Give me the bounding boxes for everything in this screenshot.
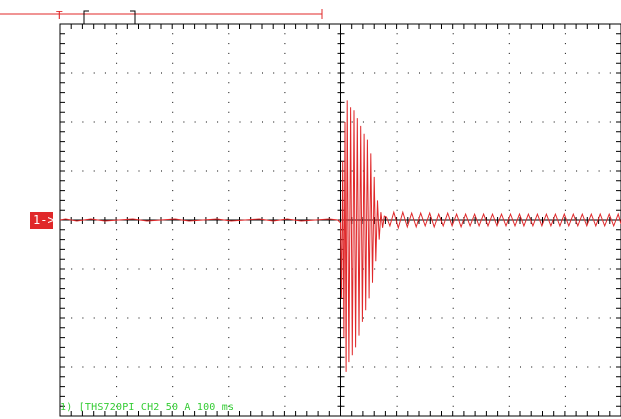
status-readout: 1) [THS720PI CH2 50 A 100 ms	[60, 402, 235, 413]
channel-marker-background	[30, 212, 53, 229]
channel-1-ground-marker[interactable]: 1->	[33, 213, 55, 227]
trace-ch2	[59, 100, 621, 372]
view-window-bracket-left	[83, 10, 89, 25]
view-window-bracket-right	[130, 10, 136, 25]
trace-layer	[59, 100, 621, 372]
acquisition-header: T	[0, 9, 323, 25]
trigger-position-label: T	[56, 9, 63, 22]
axis-ticks	[60, 24, 621, 416]
graticule	[59, 23, 621, 417]
